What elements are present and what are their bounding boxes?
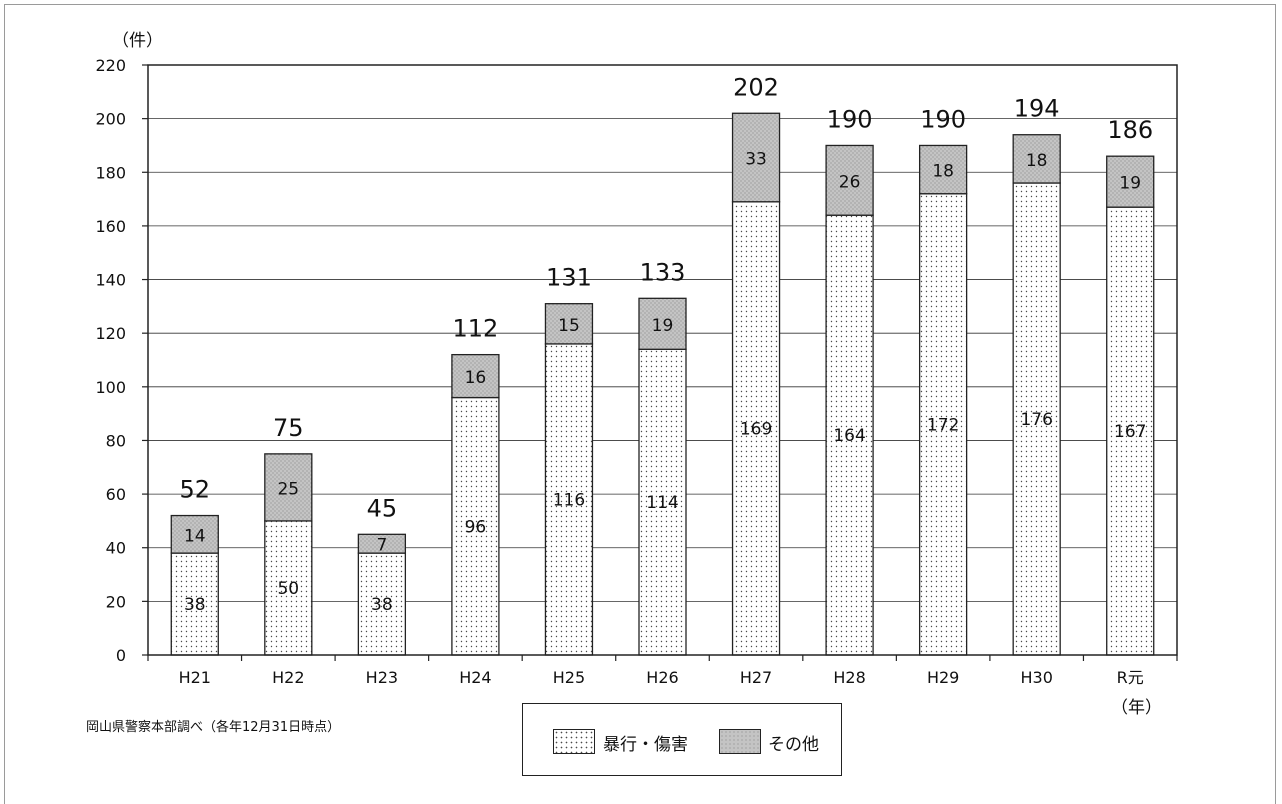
bar-segment-other — [918, 144, 968, 195]
bar-segment-other — [264, 453, 313, 522]
y-tick-label: 60 — [106, 485, 126, 504]
x-tick-label: R元 — [1117, 668, 1144, 687]
total-label: 202 — [733, 73, 779, 101]
y-tick-label: 100 — [95, 378, 126, 397]
source-note: 岡山県警察本部調べ（各年12月31日時点） — [86, 720, 341, 735]
data-label-main: 114 — [646, 493, 678, 513]
bar-segment-other — [825, 144, 874, 216]
y-tick-label: 120 — [95, 324, 126, 343]
data-label-main: 50 — [277, 579, 299, 599]
legend-swatch-main — [553, 729, 595, 754]
data-label-main: 164 — [833, 426, 865, 446]
x-tick-label: H24 — [459, 668, 491, 687]
data-label-main: 169 — [740, 419, 772, 439]
legend: 暴行・傷害 その他 — [522, 703, 842, 776]
data-label-other: 16 — [465, 368, 487, 388]
bar-segment-main — [451, 396, 500, 656]
x-unit-label: （年） — [1111, 698, 1162, 718]
y-tick-label: 160 — [95, 217, 126, 236]
bar-segment-other — [1012, 134, 1061, 184]
bar-segment-main — [544, 343, 594, 656]
bars-group — [170, 112, 1155, 656]
legend-label-main: 暴行・傷害 — [603, 735, 688, 755]
total-label: 75 — [273, 414, 304, 442]
x-tick-label: H27 — [740, 668, 772, 687]
y-tick-label: 180 — [95, 163, 126, 182]
y-tick-label: 200 — [95, 110, 126, 129]
data-label-other: 33 — [745, 150, 767, 170]
data-label-main: 38 — [184, 595, 206, 615]
y-tick-label: 0 — [116, 646, 126, 665]
x-tick-label: H21 — [179, 668, 211, 687]
y-tick-label: 40 — [106, 539, 126, 558]
data-label-main: 38 — [371, 595, 393, 615]
total-label: 131 — [546, 264, 592, 292]
total-label: 52 — [179, 476, 210, 504]
data-label-main: 167 — [1114, 422, 1146, 442]
total-label: 190 — [920, 105, 966, 133]
axes-group — [142, 64, 1178, 661]
data-label-other: 14 — [184, 526, 206, 546]
x-tick-label: H29 — [927, 668, 959, 687]
bar-segment-main — [638, 348, 687, 656]
y-tick-label: 140 — [95, 271, 126, 290]
bar-segment-other — [731, 112, 781, 203]
data-label-main: 176 — [1020, 410, 1052, 430]
x-tick-label: H30 — [1020, 668, 1052, 687]
total-label: 194 — [1014, 95, 1060, 123]
bar-segment-other — [638, 297, 687, 350]
total-label: 133 — [640, 258, 686, 286]
figure-frame — [4, 4, 1276, 804]
x-tick-label: H22 — [272, 668, 304, 687]
legend-label-other: その他 — [768, 735, 819, 755]
bar-segment-main — [357, 552, 407, 656]
data-label-other: 7 — [376, 536, 387, 556]
x-tick-label: H28 — [833, 668, 865, 687]
data-label-other: 18 — [1026, 151, 1048, 171]
y-tick-label: 80 — [106, 431, 126, 450]
y-tick-label: 20 — [106, 592, 126, 611]
data-label-other: 15 — [558, 316, 580, 336]
total-label: 45 — [367, 494, 398, 522]
labels-group: 0 20 40 60 80 100 120 140 160 180 200 220 38 14 52 H21 5… — [95, 56, 1153, 687]
data-label-main: 116 — [553, 490, 585, 510]
bar-segment-other — [544, 303, 594, 345]
bar-segment-main — [918, 193, 968, 656]
x-tick-label: H25 — [553, 668, 585, 687]
data-label-main: 172 — [927, 415, 959, 435]
y-unit-label: （件） — [112, 31, 163, 51]
y-tick-label: 220 — [95, 56, 126, 75]
bar-segment-other — [451, 353, 500, 399]
data-label-other: 26 — [839, 172, 861, 192]
data-label-other: 18 — [932, 162, 954, 182]
plot-area-border — [147, 64, 1178, 656]
bar-segment-other — [1106, 155, 1155, 208]
x-tick-label: H26 — [646, 668, 678, 687]
data-label-other: 19 — [1119, 174, 1141, 194]
x-tick-label: H23 — [366, 668, 398, 687]
total-label: 190 — [827, 105, 873, 133]
bar-segment-other — [357, 533, 407, 554]
data-label-other: 19 — [652, 316, 674, 336]
legend-swatch-other — [719, 729, 761, 754]
bar-segment-main — [1012, 182, 1061, 656]
total-label: 186 — [1107, 116, 1153, 144]
data-label-main: 96 — [465, 517, 487, 537]
bar-segment-other — [170, 514, 219, 554]
total-label: 112 — [453, 315, 499, 343]
data-label-other: 25 — [277, 479, 299, 499]
